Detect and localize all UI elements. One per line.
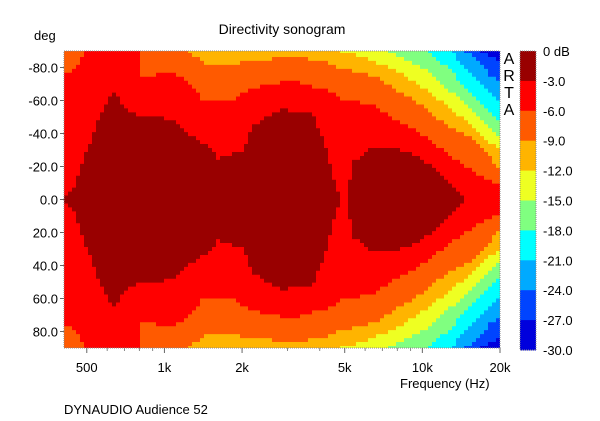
colorbar-label: -6.0: [543, 104, 565, 119]
x-axis: 500 1k 2k 5k 10k 20k: [76, 348, 511, 375]
footer-label: DYNAUDIO Audience 52: [64, 402, 208, 417]
colorbar-swatch: [520, 260, 536, 291]
arta-letter: A: [504, 51, 515, 68]
colorbar-label: -9.0: [543, 134, 565, 149]
colorbar-label: -21.0: [543, 253, 573, 268]
arta-letter: T: [504, 85, 514, 102]
colorbar-swatch: [520, 80, 536, 112]
colorbar-swatch: [520, 290, 536, 321]
colorbar: 0 dB -3.0 -6.0 -9.0 -12.0 -15.0 -18.0 -21.0 -24.…: [519, 44, 573, 358]
colorbar-label: -24.0: [543, 283, 573, 298]
y-tick-label: 60.0: [33, 292, 58, 307]
y-tick-label: 40.0: [33, 259, 58, 274]
colorbar-swatch: [520, 110, 536, 142]
colorbar-swatch: [520, 170, 536, 201]
colorbar-swatch: [520, 140, 536, 172]
colorbar-swatch: [520, 230, 536, 261]
colorbar-label: -30.0: [543, 343, 573, 358]
band-0-3db: [64, 92, 500, 307]
colorbar-swatch: [520, 200, 536, 231]
y-axis: -80.0 -60.0 -40.0 -20.0 0.0 20.0 40.0 60.0 80.0: [28, 61, 64, 340]
colorbar-label: -15.0: [543, 194, 573, 209]
colorbar-swatch: [520, 51, 536, 82]
colorbar-label: -27.0: [543, 313, 573, 328]
x-tick-label: 1k: [158, 360, 172, 375]
x-tick-label: 10k: [412, 360, 433, 375]
y-tick-label: 0.0: [40, 193, 58, 208]
x-axis-label: Frequency (Hz): [400, 376, 490, 391]
y-tick-label: -60.0: [28, 94, 58, 109]
colorbar-border: [519, 50, 537, 351]
colorbar-swatch: [520, 320, 536, 351]
plot-border: [63, 50, 501, 349]
colorbar-label: 0 dB: [543, 44, 570, 59]
y-axis-label: deg: [34, 28, 56, 43]
colorbar-label: -18.0: [543, 223, 573, 238]
x-tick-label: 20k: [490, 360, 511, 375]
x-tick-label: 5k: [338, 360, 352, 375]
y-tick-label: -40.0: [28, 127, 58, 142]
plot-area: [64, 51, 500, 348]
arta-letter: A: [504, 102, 515, 119]
colorbar-label: -3.0: [543, 74, 565, 89]
y-tick-label: 20.0: [33, 226, 58, 241]
y-tick-label: -20.0: [28, 160, 58, 175]
chart-title: Directivity sonogram: [219, 21, 346, 37]
x-tick-label: 500: [76, 360, 98, 375]
x-tick-label: 2k: [235, 360, 249, 375]
y-tick-label: 80.0: [33, 325, 58, 340]
colorbar-label: -12.0: [543, 164, 573, 179]
arta-letter: R: [503, 68, 515, 85]
y-tick-label: -80.0: [28, 61, 58, 76]
